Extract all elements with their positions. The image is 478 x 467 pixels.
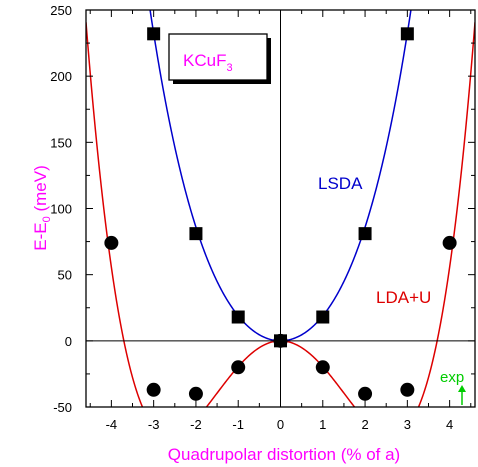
legend-box: KCuF3 — [168, 33, 271, 84]
data-point-circle — [442, 235, 457, 250]
axis-ticks: -4 -3 -2 -1 0 1 2 3 4 -50 0 50 100 150 200 250 — [50, 3, 475, 432]
data-point-circle — [146, 382, 161, 397]
y-tick-label: 150 — [50, 135, 72, 150]
y-tick-label: 100 — [50, 202, 72, 217]
x-tick-label: 2 — [361, 417, 368, 432]
x-tick-label: -2 — [190, 417, 202, 432]
y-tick-label: 250 — [50, 3, 72, 18]
exp-arrow — [458, 385, 466, 405]
legend-frame — [168, 33, 268, 81]
data-point-square — [147, 27, 161, 41]
data-point-square — [189, 227, 203, 241]
data-point-circle — [400, 382, 415, 397]
data-point-circle — [188, 386, 203, 401]
x-axis-title: Quadrupolar distortion (% of a) — [168, 445, 400, 464]
y-tick-label: -50 — [53, 400, 72, 415]
x-tick-label: -1 — [232, 417, 244, 432]
data-point-square — [316, 310, 330, 324]
legend-label: KCuF3 — [183, 51, 233, 74]
x-tick-label: 1 — [319, 417, 326, 432]
y-tick-label: 200 — [50, 69, 72, 84]
data-point-circle — [315, 360, 330, 375]
x-tick-label: 0 — [277, 417, 284, 432]
data-point-square — [400, 27, 414, 41]
x-tick-label: 4 — [446, 417, 453, 432]
series-label-ldau: LDA+U — [376, 288, 431, 307]
data-point-circle — [358, 386, 373, 401]
exp-annotation-label: exp — [440, 369, 464, 386]
y-tick-label: 50 — [58, 268, 72, 283]
data-point-square — [231, 310, 245, 324]
data-point-circle — [273, 333, 288, 348]
series-label-lsda: LSDA — [318, 174, 363, 193]
data-point-circle — [104, 235, 119, 250]
x-tick-label: 3 — [404, 417, 411, 432]
x-tick-label: -4 — [106, 417, 118, 432]
y-tick-label: 0 — [65, 334, 72, 349]
data-point-circle — [231, 360, 246, 375]
data-point-square — [358, 227, 372, 241]
y-axis-title: E-E0 (meV) — [31, 165, 53, 250]
data-points — [104, 27, 457, 401]
x-tick-label: -3 — [148, 417, 160, 432]
